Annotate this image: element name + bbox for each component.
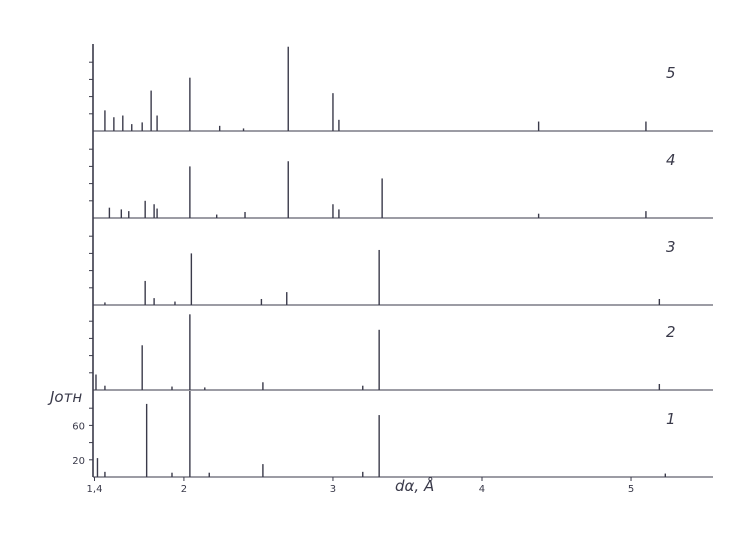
labels-layer: Jотн dα, Å 1 2 3 4 5 1,4 2 3 4 5 20 60 <box>47 64 676 495</box>
x-axis-label: dα, Å <box>395 476 434 495</box>
panel-label-3: 3 <box>666 238 676 256</box>
panel-label-5: 5 <box>666 64 676 82</box>
panel-label-4: 4 <box>666 151 676 169</box>
y-tick-label: 60 <box>72 421 85 432</box>
x-tick-label: 5 <box>628 484 634 495</box>
y-axis-label: Jотн <box>47 388 82 406</box>
panel-label-1: 1 <box>666 410 676 428</box>
x-tick-label: 4 <box>479 484 485 495</box>
marks-layer <box>95 46 667 477</box>
y-tick-label: 20 <box>72 456 85 467</box>
x-tick-label: 1,4 <box>87 484 103 495</box>
panel-label-2: 2 <box>666 323 676 341</box>
x-tick-label: 3 <box>330 484 336 495</box>
axes-layer <box>89 44 713 481</box>
x-tick-label: 2 <box>181 484 187 495</box>
